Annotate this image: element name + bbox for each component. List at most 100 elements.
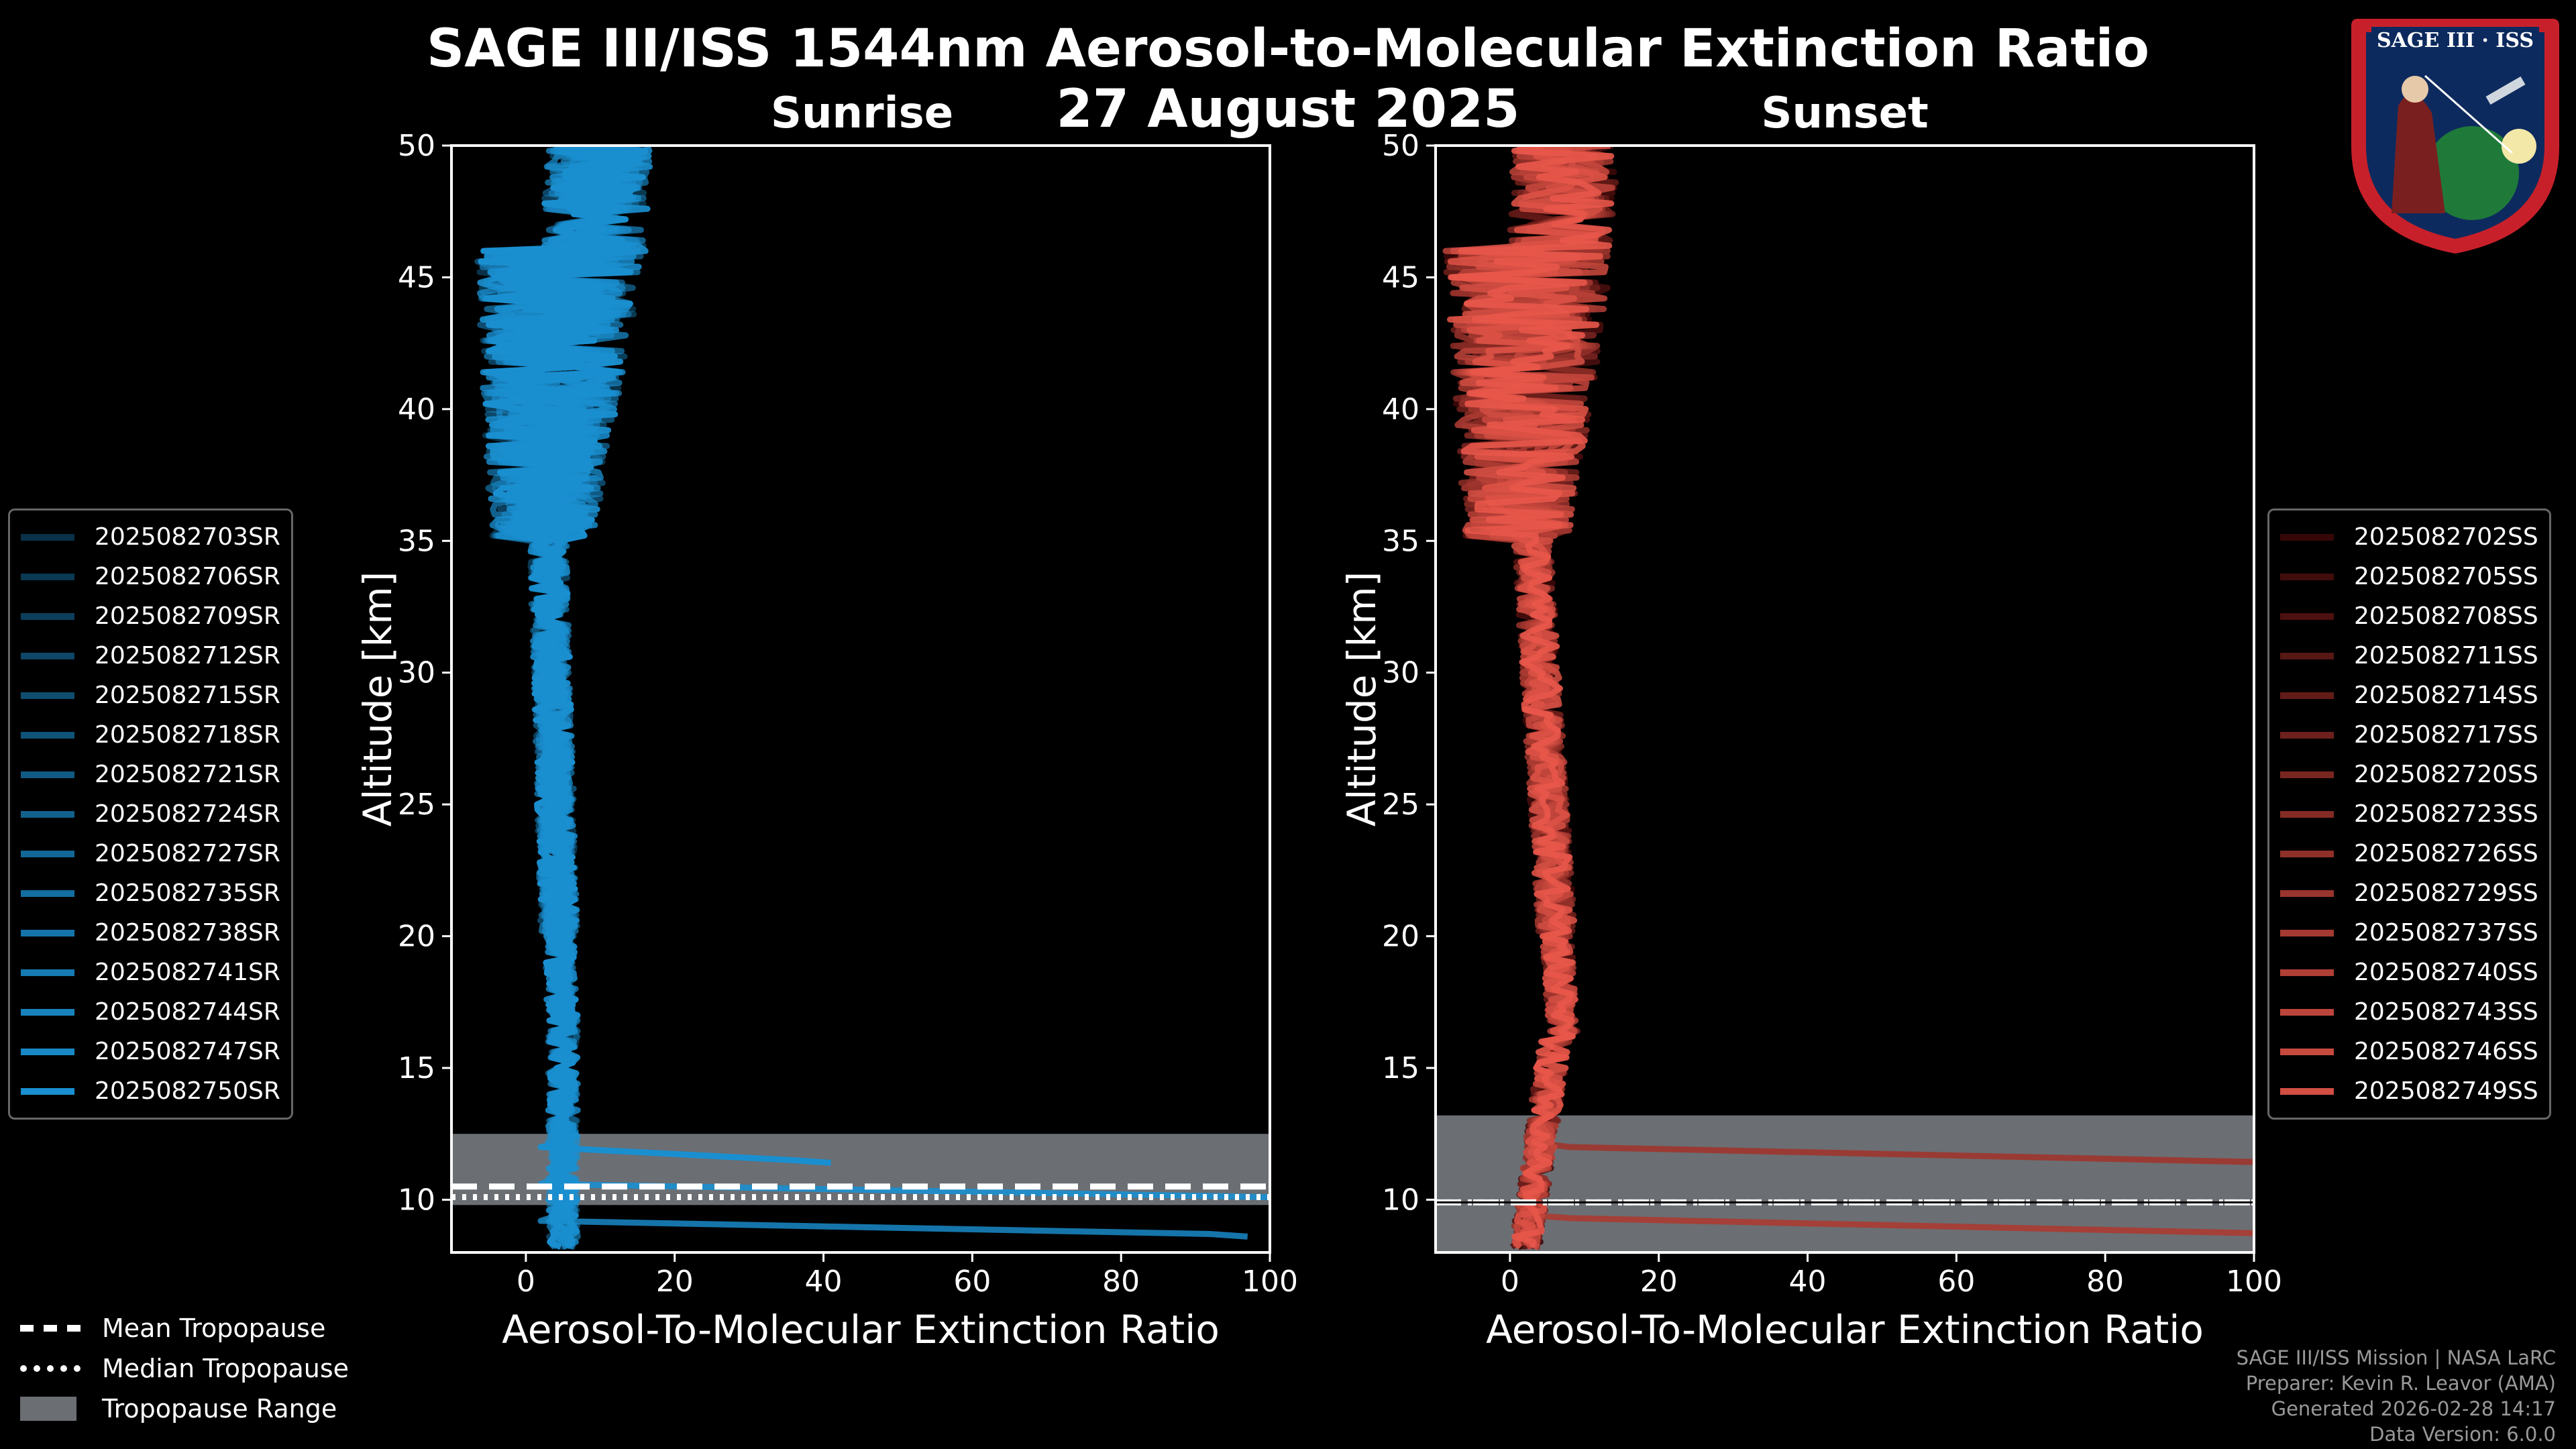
sunset-y-tick-label: 30: [1382, 656, 1419, 690]
profile-line-2025082750SR: [478, 146, 831, 1166]
tropopause-range-label: Tropopause Range: [102, 1394, 337, 1424]
sunset-profiles: [1442, 146, 2254, 1250]
legend-label: 2025082708SS: [2354, 602, 2538, 630]
legend-label: 2025082740SS: [2354, 959, 2538, 986]
legend-entry-2025082750SR: 2025082750SR: [21, 1071, 280, 1111]
sunrise-panel: 0 20 40 60 80 100 10 15 20 25 30 35 40 45 50 Aerosol-To…: [355, 129, 1298, 1352]
legend-entry-2025082737SS: 2025082737SS: [2280, 913, 2538, 953]
legend-entry-2025082726SS: 2025082726SS: [2280, 834, 2538, 873]
sunset-x-axis-label: Aerosol-To-Molecular Extinction Ratio: [1486, 1307, 2204, 1352]
legend-label: 2025082735SR: [95, 879, 280, 907]
legend-label: 2025082726SS: [2354, 840, 2538, 867]
sunrise-y-tick-label: 10: [398, 1183, 435, 1217]
legend-label: 2025082715SR: [95, 682, 280, 709]
sunset-y-tick-label: 35: [1382, 524, 1419, 558]
legend-entry-2025082708SS: 2025082708SS: [2280, 596, 2538, 636]
sunrise-x-tick-label: 0: [517, 1265, 535, 1299]
dashed-line-icon: [20, 1325, 80, 1332]
credit-mission: SAGE III/ISS Mission | NASA LaRC: [2236, 1346, 2556, 1369]
sunset-y-axis-label: Altitude [km]: [1339, 572, 1385, 826]
legend-label: 2025082743SS: [2354, 998, 2538, 1026]
sunrise-y-tick-label: 25: [398, 788, 435, 822]
legend-label: 2025082709SR: [95, 602, 280, 630]
sunrise-plot-frame: [450, 144, 1271, 1254]
legend-swatch-icon: [2280, 533, 2334, 541]
tropopause-legend: Mean Tropopause Median Tropopause Tropop…: [20, 1308, 349, 1429]
legend-entry-2025082744SR: 2025082744SR: [21, 992, 280, 1032]
legend-entry-2025082749SS: 2025082749SS: [2280, 1071, 2538, 1111]
legend-swatch-icon: [2280, 573, 2334, 580]
sunset-y-tick-label: 50: [1382, 129, 1419, 163]
sunset-legend: 2025082702SS 2025082705SS 2025082708SS 2025…: [2267, 508, 2551, 1120]
legend-label: 2025082750SR: [95, 1077, 280, 1105]
sunrise-profiles: [474, 146, 1270, 1250]
sunrise-x-axis-label: Aerosol-To-Molecular Extinction Ratio: [502, 1307, 1220, 1352]
legend-label: 2025082738SR: [95, 919, 280, 947]
legend-entry-2025082717SS: 2025082717SS: [2280, 715, 2538, 755]
sunset-x-tick-label: 40: [1789, 1265, 1827, 1299]
legend-label: 2025082744SR: [95, 998, 280, 1026]
sunrise-x-tick-label: 40: [805, 1265, 843, 1299]
sunrise-legend: 2025082703SR 2025082706SR 2025082709SR 2025…: [8, 508, 293, 1120]
legend-entry-2025082746SS: 2025082746SS: [2280, 1032, 2538, 1071]
legend-label: 2025082727SR: [95, 840, 280, 867]
sunrise-y-tick-label: 45: [398, 260, 435, 294]
dotted-line-icon: [20, 1365, 80, 1372]
legend-entry-2025082729SS: 2025082729SS: [2280, 873, 2538, 913]
sunrise-x-tick-label: 20: [656, 1265, 694, 1299]
legend-entry-2025082723SS: 2025082723SS: [2280, 794, 2538, 834]
legend-tropopause-range: Tropopause Range: [20, 1389, 349, 1429]
legend-swatch-icon: [2280, 692, 2334, 699]
sunrise-y-tick-label: 20: [398, 920, 435, 954]
legend-swatch-icon: [2280, 652, 2334, 659]
sage-mission-logo: SAGE III · ISS: [2351, 19, 2559, 254]
mean-tropopause-label: Mean Tropopause: [102, 1313, 326, 1343]
legend-swatch-icon: [21, 731, 74, 739]
credit-preparer: Preparer: Kevin R. Leavor (AMA): [2245, 1372, 2556, 1395]
legend-label: 2025082711SS: [2354, 642, 2538, 669]
legend-entry-2025082724SR: 2025082724SR: [21, 794, 280, 834]
profile-line-2025082749SS: [1448, 146, 1615, 1248]
sunset-y-tick-label: 20: [1382, 920, 1419, 954]
legend-label: 2025082703SR: [95, 523, 280, 551]
chart-date: 27 August 2025: [1056, 79, 1520, 140]
sunrise-y-tick-label: 30: [398, 656, 435, 690]
legend-entry-2025082715SR: 2025082715SR: [21, 676, 280, 715]
legend-entry-2025082705SS: 2025082705SS: [2280, 557, 2538, 596]
sunrise-x-tick-label: 60: [953, 1265, 991, 1299]
sunrise-panel-title: Sunrise: [770, 89, 954, 138]
legend-label: 2025082724SR: [95, 800, 280, 828]
legend-label: 2025082717SS: [2354, 721, 2538, 749]
legend-label: 2025082747SR: [95, 1038, 280, 1065]
credits: SAGE III/ISS Mission | NASA LaRC Prepare…: [2237, 1345, 2556, 1447]
sunrise-y-axis-label: Altitude [km]: [355, 572, 400, 826]
sunset-x-tick-label: 80: [2086, 1265, 2124, 1299]
legend-entry-2025082711SS: 2025082711SS: [2280, 636, 2538, 676]
legend-swatch-icon: [2280, 929, 2334, 936]
legend-swatch-icon: [2280, 1008, 2334, 1016]
legend-swatch-icon: [21, 771, 74, 778]
legend-label: 2025082749SS: [2354, 1077, 2538, 1105]
range-swatch-icon: [20, 1397, 76, 1421]
legend-entry-2025082738SR: 2025082738SR: [21, 913, 280, 953]
legend-swatch-icon: [21, 533, 74, 541]
legend-swatch-icon: [21, 1087, 74, 1095]
credit-version: Data Version: 6.0.0: [2369, 1423, 2556, 1446]
legend-label: 2025082729SS: [2354, 879, 2538, 907]
legend-swatch-icon: [21, 1048, 74, 1055]
legend-swatch-icon: [2280, 1048, 2334, 1055]
legend-entry-2025082702SS: 2025082702SS: [2280, 517, 2538, 557]
legend-label: 2025082714SS: [2354, 682, 2538, 709]
legend-entry-2025082718SR: 2025082718SR: [21, 715, 280, 755]
legend-label: 2025082706SR: [95, 563, 280, 590]
legend-swatch-icon: [2280, 969, 2334, 976]
legend-entry-2025082743SS: 2025082743SS: [2280, 992, 2538, 1032]
legend-swatch-icon: [2280, 810, 2334, 818]
legend-swatch-icon: [21, 890, 74, 897]
legend-swatch-icon: [2280, 850, 2334, 857]
legend-entry-2025082714SS: 2025082714SS: [2280, 676, 2538, 715]
legend-label: 2025082720SS: [2354, 761, 2538, 788]
sunset-x-tick-label: 60: [1937, 1265, 1975, 1299]
sunrise-x-tick-label: 100: [1242, 1265, 1298, 1299]
